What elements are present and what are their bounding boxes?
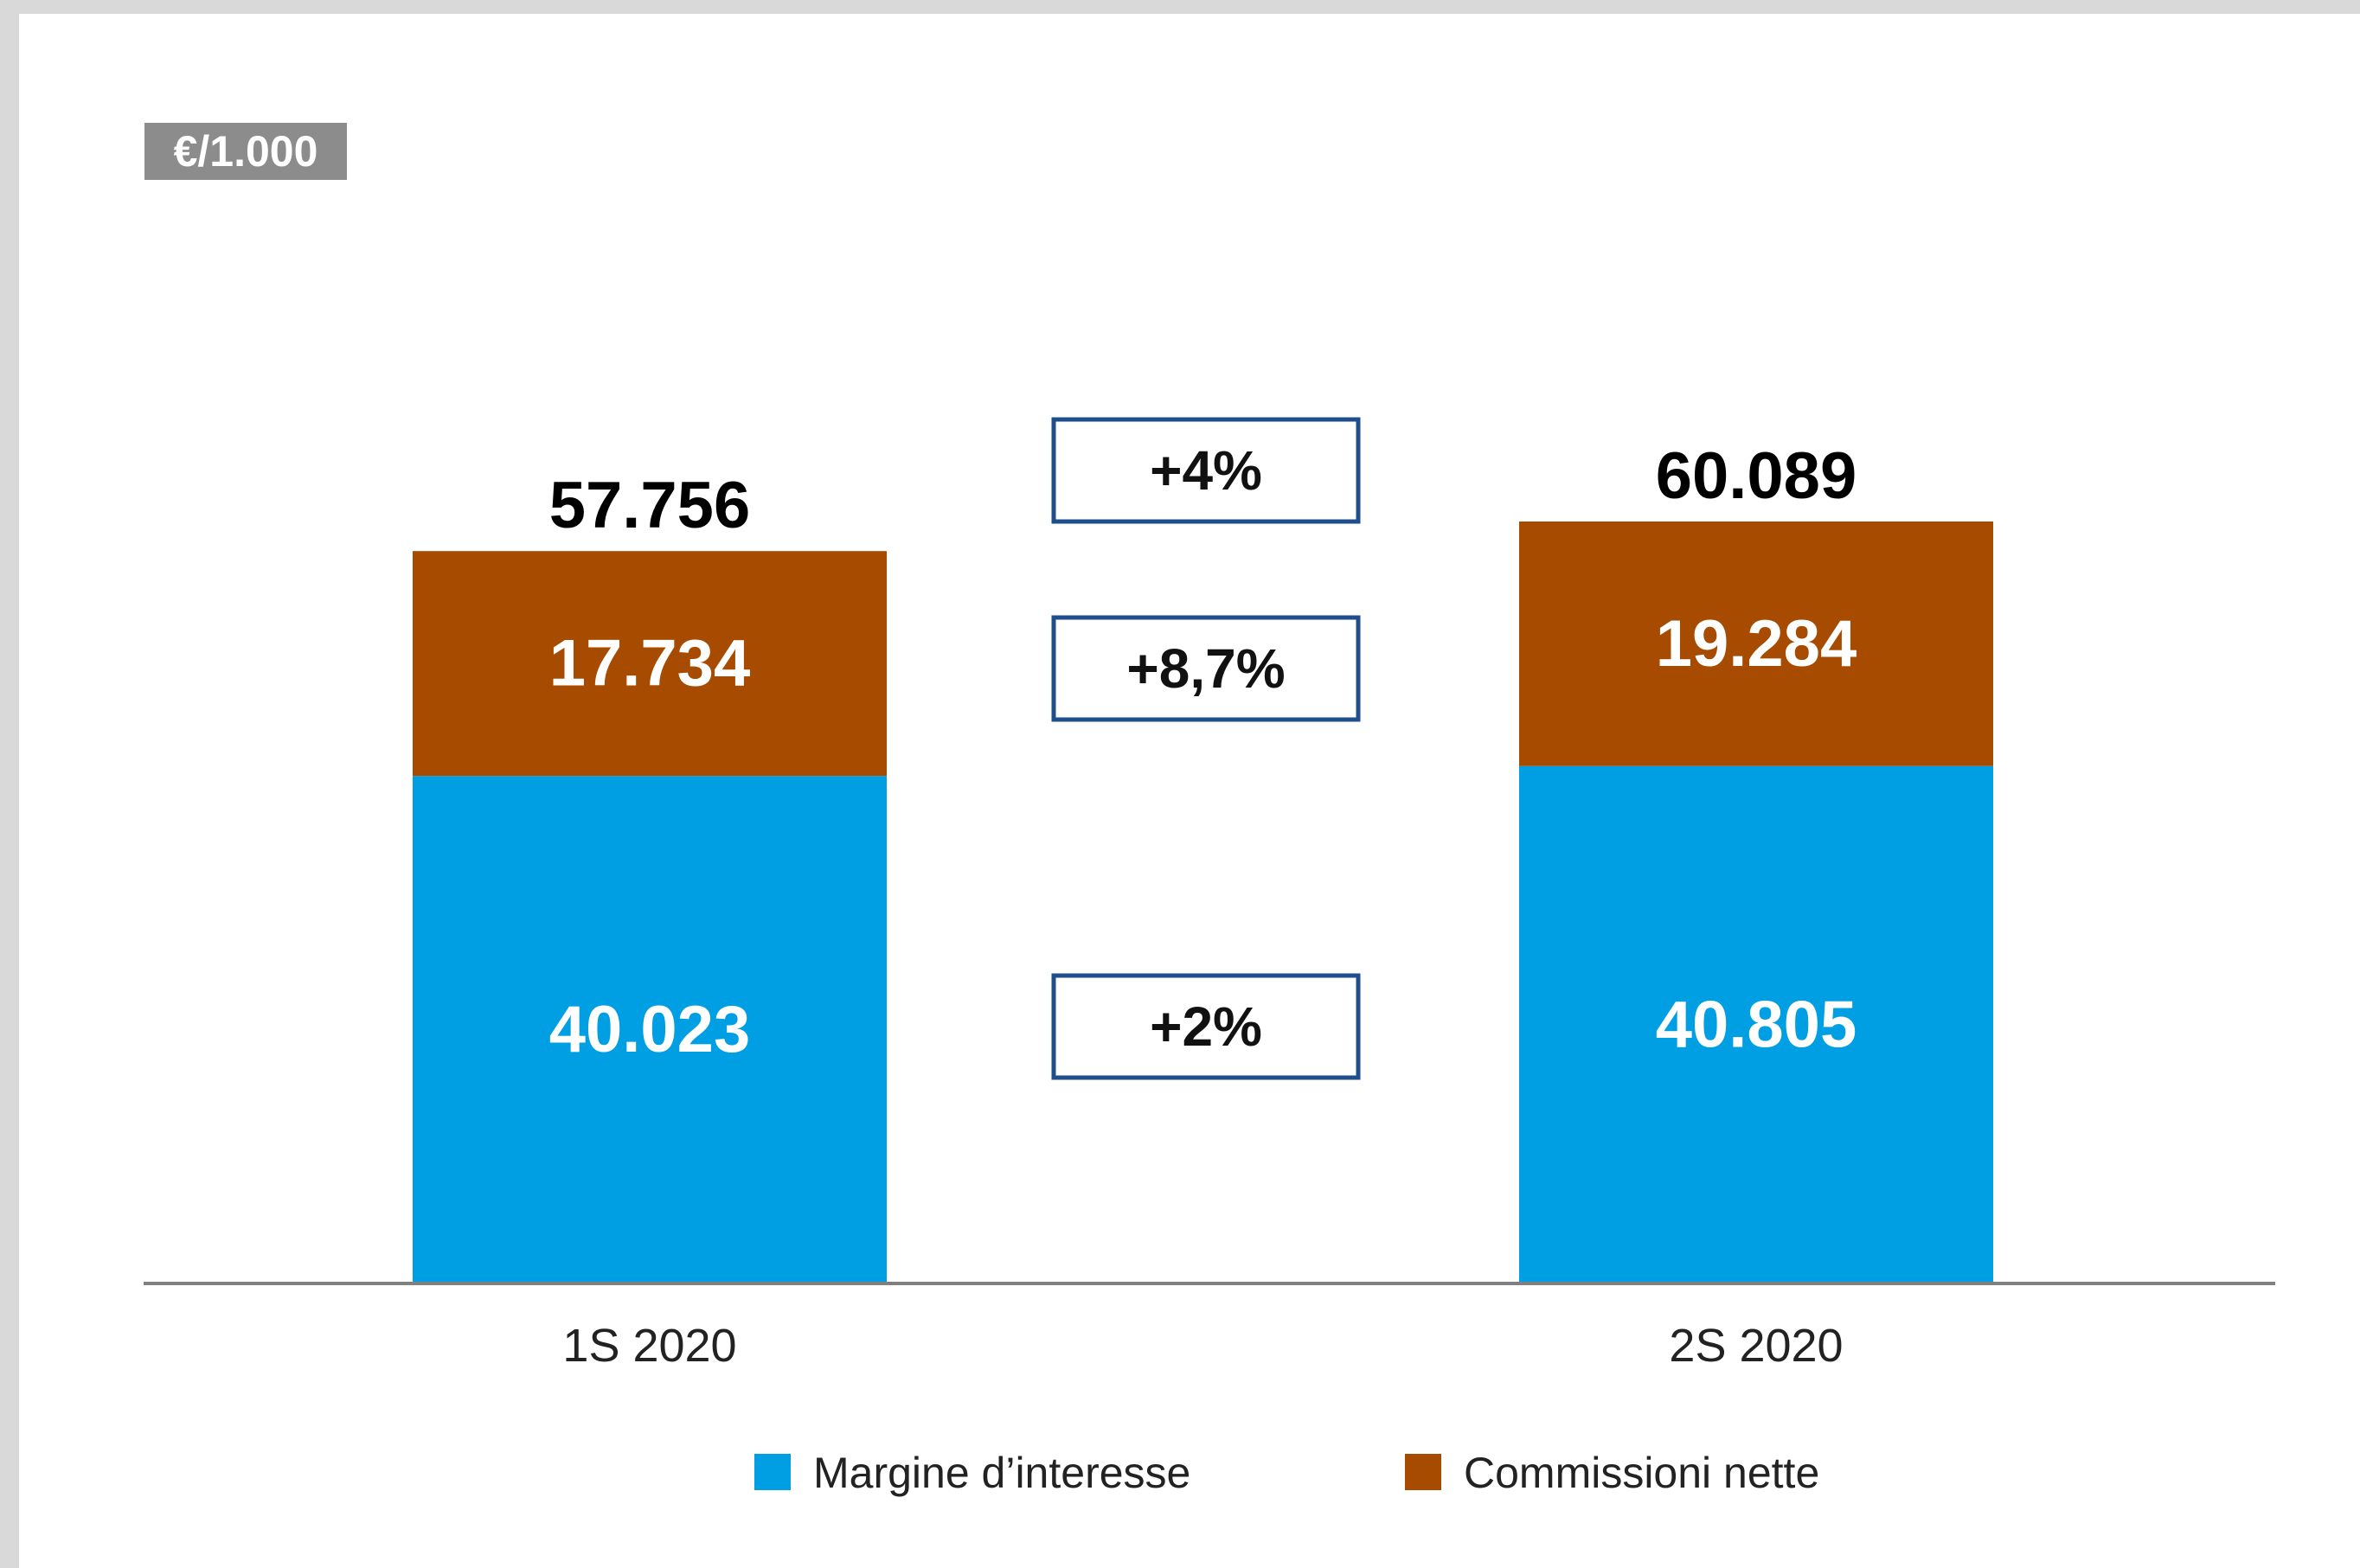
legend-swatch-margine — [754, 1454, 791, 1490]
bar-segment-margine-1 — [413, 776, 887, 1283]
growth-box-commissioni — [1051, 615, 1361, 722]
data-label-margine-1: 40.023 — [549, 993, 750, 1066]
category-label-2: 2S 2020 — [1669, 1320, 1843, 1372]
unit-badge: €/1.000 — [144, 123, 347, 180]
bar-segment-commissioni-1 — [413, 551, 887, 777]
total-label-2: 60.089 — [1656, 439, 1857, 513]
total-label-1: 57.756 — [549, 469, 750, 542]
growth-label-total: +4% — [1150, 439, 1262, 502]
growth-box-total — [1051, 417, 1361, 524]
growth-label-commissioni: +8,7% — [1126, 637, 1285, 700]
category-label-1: 1S 2020 — [562, 1320, 736, 1372]
growth-box-margine — [1051, 973, 1361, 1080]
bar-segment-margine-2 — [1519, 765, 1993, 1283]
legend-label-margine: Margine d’interesse — [813, 1449, 1190, 1497]
legend-label-commissioni: Commissioni nette — [1464, 1449, 1819, 1497]
data-label-commissioni-2: 19.284 — [1656, 607, 1857, 681]
legend-swatch-commissioni — [1405, 1454, 1441, 1490]
growth-label-margine: +2% — [1150, 995, 1262, 1058]
bar-segment-commissioni-2 — [1519, 522, 1993, 766]
data-label-margine-2: 40.805 — [1656, 988, 1857, 1061]
data-label-commissioni-1: 17.734 — [549, 627, 750, 701]
